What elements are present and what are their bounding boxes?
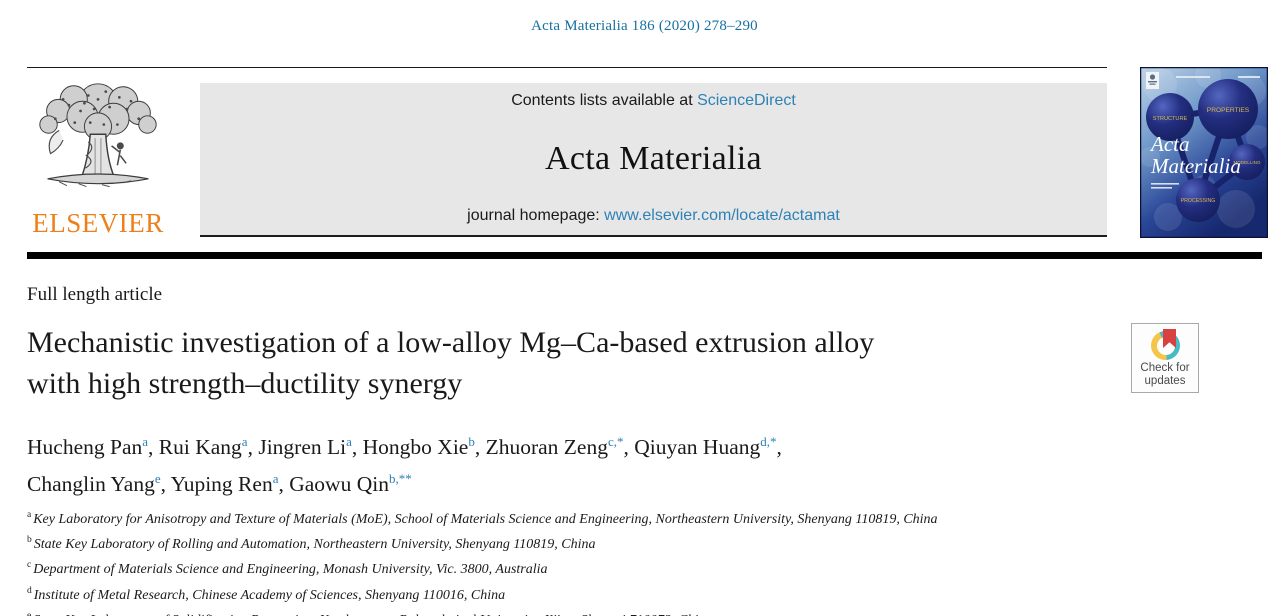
author-name: Gaowu Qin: [289, 472, 389, 496]
affiliation-text: Key Laboratory for Anisotropy and Textur…: [33, 512, 938, 527]
author-affiliation-superscript: c,*: [607, 434, 624, 449]
article-type-label: Full length article: [27, 284, 163, 305]
elsevier-logo: ELSEVIER: [27, 78, 169, 240]
author-name: Yuping Ren: [170, 472, 273, 496]
journal-cover-thumbnail: STRUCTURE PROPERTIES MODELLING PROCESSIN…: [1139, 62, 1270, 239]
article-title-line2: with high strength–ductility synergy: [27, 367, 463, 400]
affiliation-item: d Institute of Metal Research, Chinese Ac…: [27, 581, 1127, 606]
affiliation-text: Department of Materials Science and Engi…: [33, 562, 548, 578]
author-affiliation-superscript: d,*: [760, 434, 777, 449]
author-name: Changlin Yang: [27, 472, 155, 496]
check-for-updates-label: Check for updates: [1140, 362, 1190, 387]
homepage-prefix: journal homepage:: [467, 207, 605, 224]
check-for-updates-badge[interactable]: Check for updates: [1131, 323, 1199, 393]
affiliation-superscript: e: [27, 610, 32, 616]
affiliation-item: c Department of Materials Science and Eng…: [27, 555, 1127, 580]
author-name: Jingren Li: [258, 435, 347, 459]
author-name: Qiuyan Huang: [634, 435, 761, 459]
cover-sphere-label-properties: PROPERTIES: [1207, 107, 1250, 114]
author-affiliation-superscript: a: [142, 434, 149, 449]
affiliation-text: Institute of Metal Research, Chinese Aca…: [33, 587, 506, 603]
elsevier-tree-icon: [39, 83, 157, 188]
homepage-line: journal homepage: www.elsevier.com/locat…: [467, 207, 840, 225]
author-name: Zhuoran Zeng: [485, 435, 608, 459]
journal-title: Acta Materialia: [545, 139, 762, 177]
author-name: Hongbo Xie: [362, 435, 469, 459]
cover-sphere-label-processing: PROCESSING: [1181, 198, 1216, 204]
author-affiliation-superscript: b: [468, 434, 475, 449]
author-affiliation-superscript: a: [272, 471, 279, 486]
author-affiliation-superscript: a: [241, 434, 248, 449]
affiliation-superscript: c: [27, 560, 32, 571]
affiliation-item: a Key Laboratory for Anisotropy and Textu…: [27, 505, 1127, 530]
author-line-2: Changlin Yange, Yuping Rena, Gaowu Qinb,…: [27, 471, 412, 496]
author-name: Hucheng Pan: [27, 435, 143, 459]
cover-title-line2: Materialia: [1150, 154, 1241, 178]
affiliation-list: a Key Laboratory for Anisotropy and Textu…: [27, 505, 1127, 616]
author-line-1: Hucheng Pana, Rui Kanga, Jingren Lia, Ho…: [27, 434, 782, 459]
contents-line: Contents lists available at ScienceDirec…: [511, 92, 796, 110]
author-affiliation-superscript: e: [154, 471, 161, 486]
cover-title-line1: Acta: [1149, 132, 1189, 156]
journal-cover-image: STRUCTURE PROPERTIES MODELLING PROCESSIN…: [1139, 62, 1270, 239]
journal-citation: Acta Materialia 186 (2020) 278–290: [531, 18, 758, 34]
affiliation-superscript: a: [27, 510, 32, 520]
cover-sphere-label-modelling: MODELLING: [1233, 160, 1260, 165]
author-affiliation-superscript: b,**: [388, 471, 412, 486]
author-list: Hucheng Pana, Rui Kanga, Jingren Lia, Ho…: [27, 426, 1107, 500]
contents-prefix: Contents lists available at: [511, 92, 698, 109]
affiliation-item: b State Key Laboratory of Rolling and Aut…: [27, 530, 1127, 555]
affiliation-superscript: d: [27, 585, 32, 596]
bookmark-icon: [1163, 329, 1176, 348]
article-title: Mechanistic investigation of a low-alloy…: [27, 322, 1087, 404]
journal-header-box: Contents lists available at ScienceDirec…: [200, 83, 1107, 237]
author-name: Rui Kang: [158, 435, 242, 459]
sciencedirect-link[interactable]: ScienceDirect: [697, 92, 796, 109]
affiliation-text: State Key Laboratory of Solidification P…: [33, 613, 712, 616]
top-rule: [27, 67, 1107, 68]
section-divider-bar: [27, 252, 1262, 259]
elsevier-wordmark: ELSEVIER: [32, 208, 164, 238]
affiliation-superscript: b: [27, 535, 32, 546]
cover-sphere-label-structure: STRUCTURE: [1153, 116, 1188, 122]
homepage-link[interactable]: www.elsevier.com/locate/actamat: [604, 207, 840, 224]
affiliation-item: eState Key Laboratory of Solidification …: [27, 606, 1127, 616]
author-affiliation-superscript: a: [346, 434, 352, 449]
article-title-line1: Mechanistic investigation of a low-alloy…: [27, 326, 875, 359]
affiliation-text: State Key Laboratory of Rolling and Auto…: [33, 537, 596, 553]
